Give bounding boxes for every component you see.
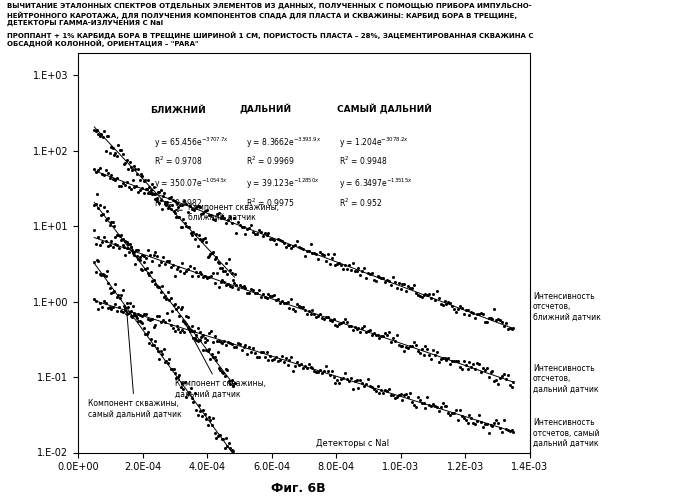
Text: Интенсивность
отсчетов,
дальний датчик: Интенсивность отсчетов, дальний датчик: [533, 364, 599, 394]
Text: Детекторы с NaI: Детекторы с NaI: [316, 440, 389, 448]
Text: БЛИЖНИЙ: БЛИЖНИЙ: [150, 106, 206, 114]
Text: y = 1.204e$^{-3078.2x}$: y = 1.204e$^{-3078.2x}$: [340, 136, 409, 149]
Text: ВЫЧИТАНИЕ ЭТАЛОННЫХ СПЕКТРОВ ОТДЕЛЬНЫХ ЭЛЕМЕНТОВ ИЗ ДАННЫХ, ПОЛУЧЕННЫХ С ПОМОЩЬЮ: ВЫЧИТАНИЕ ЭТАЛОННЫХ СПЕКТРОВ ОТДЕЛЬНЫХ Э…: [7, 2, 532, 8]
Text: R$^2$ = 0.9969: R$^2$ = 0.9969: [246, 154, 294, 166]
Text: y = 6.3497e$^{-13515x}$: y = 6.3497e$^{-13515x}$: [340, 177, 414, 191]
Text: y = 8.3662e$^{-3393.9x}$: y = 8.3662e$^{-3393.9x}$: [246, 136, 321, 149]
Text: Компонент скважины,
ближний датчик: Компонент скважины, ближний датчик: [175, 203, 279, 222]
Text: ДЕТЕКТОРЫ ГАММА-ИЗЛУЧЕНИЯ С NaI: ДЕТЕКТОРЫ ГАММА-ИЗЛУЧЕНИЯ С NaI: [7, 20, 163, 26]
Text: R$^2$ = 0.952: R$^2$ = 0.952: [340, 196, 382, 208]
Text: НЕЙТРОННОГО КАРОТАЖА, ДЛЯ ПОЛУЧЕНИЯ КОМПОНЕНТОВ СПАДА ДЛЯ ПЛАСТА И СКВАЖИНЫ: КАР: НЕЙТРОННОГО КАРОТАЖА, ДЛЯ ПОЛУЧЕНИЯ КОМП…: [7, 11, 517, 18]
Text: САМЫЙ ДАЛЬНИЙ: САМЫЙ ДАЛЬНИЙ: [337, 104, 432, 115]
Text: Интенсивность
отсчетов,
ближний датчик: Интенсивность отсчетов, ближний датчик: [533, 292, 601, 322]
Text: ДАЛЬНИЙ: ДАЛЬНИЙ: [239, 104, 291, 115]
Text: Фиг. 6В: Фиг. 6В: [272, 482, 326, 495]
Text: ПРОППАНТ + 1% КАРБИДА БОРА В ТРЕЩИНЕ ШИРИНОЙ 1 СМ, ПОРИСТОСТЬ ПЛАСТА – 28%, ЗАЦЕ: ПРОППАНТ + 1% КАРБИДА БОРА В ТРЕЩИНЕ ШИР…: [7, 31, 533, 39]
Text: Компонент скважины,
самый дальний датчик: Компонент скважины, самый дальний датчик: [88, 312, 181, 418]
Text: R$^2$ = 0.9708: R$^2$ = 0.9708: [154, 154, 202, 166]
Text: Компонент скважины,
дальний датчик: Компонент скважины, дальний датчик: [175, 320, 266, 398]
Text: Интенсивность
отсчетов, самый
дальний датчик: Интенсивность отсчетов, самый дальний да…: [533, 418, 600, 448]
Text: ОБСАДНОЙ КОЛОННОЙ, ОРИЕНТАЦИЯ – "PARA": ОБСАДНОЙ КОЛОННОЙ, ОРИЕНТАЦИЯ – "PARA": [7, 40, 198, 48]
Text: y = 65.456e$^{-3707.7x}$: y = 65.456e$^{-3707.7x}$: [154, 136, 229, 149]
Text: R$^2$ = 0.9975: R$^2$ = 0.9975: [246, 196, 294, 208]
Text: R$^2$ = 0.9948: R$^2$ = 0.9948: [340, 154, 388, 166]
Text: y = 350.07e$^{-10543x}$: y = 350.07e$^{-10543x}$: [154, 177, 227, 191]
Text: R$^2$ = 0.9982: R$^2$ = 0.9982: [154, 196, 202, 208]
Text: y = 39.123e$^{-12850x}$: y = 39.123e$^{-12850x}$: [246, 177, 320, 191]
